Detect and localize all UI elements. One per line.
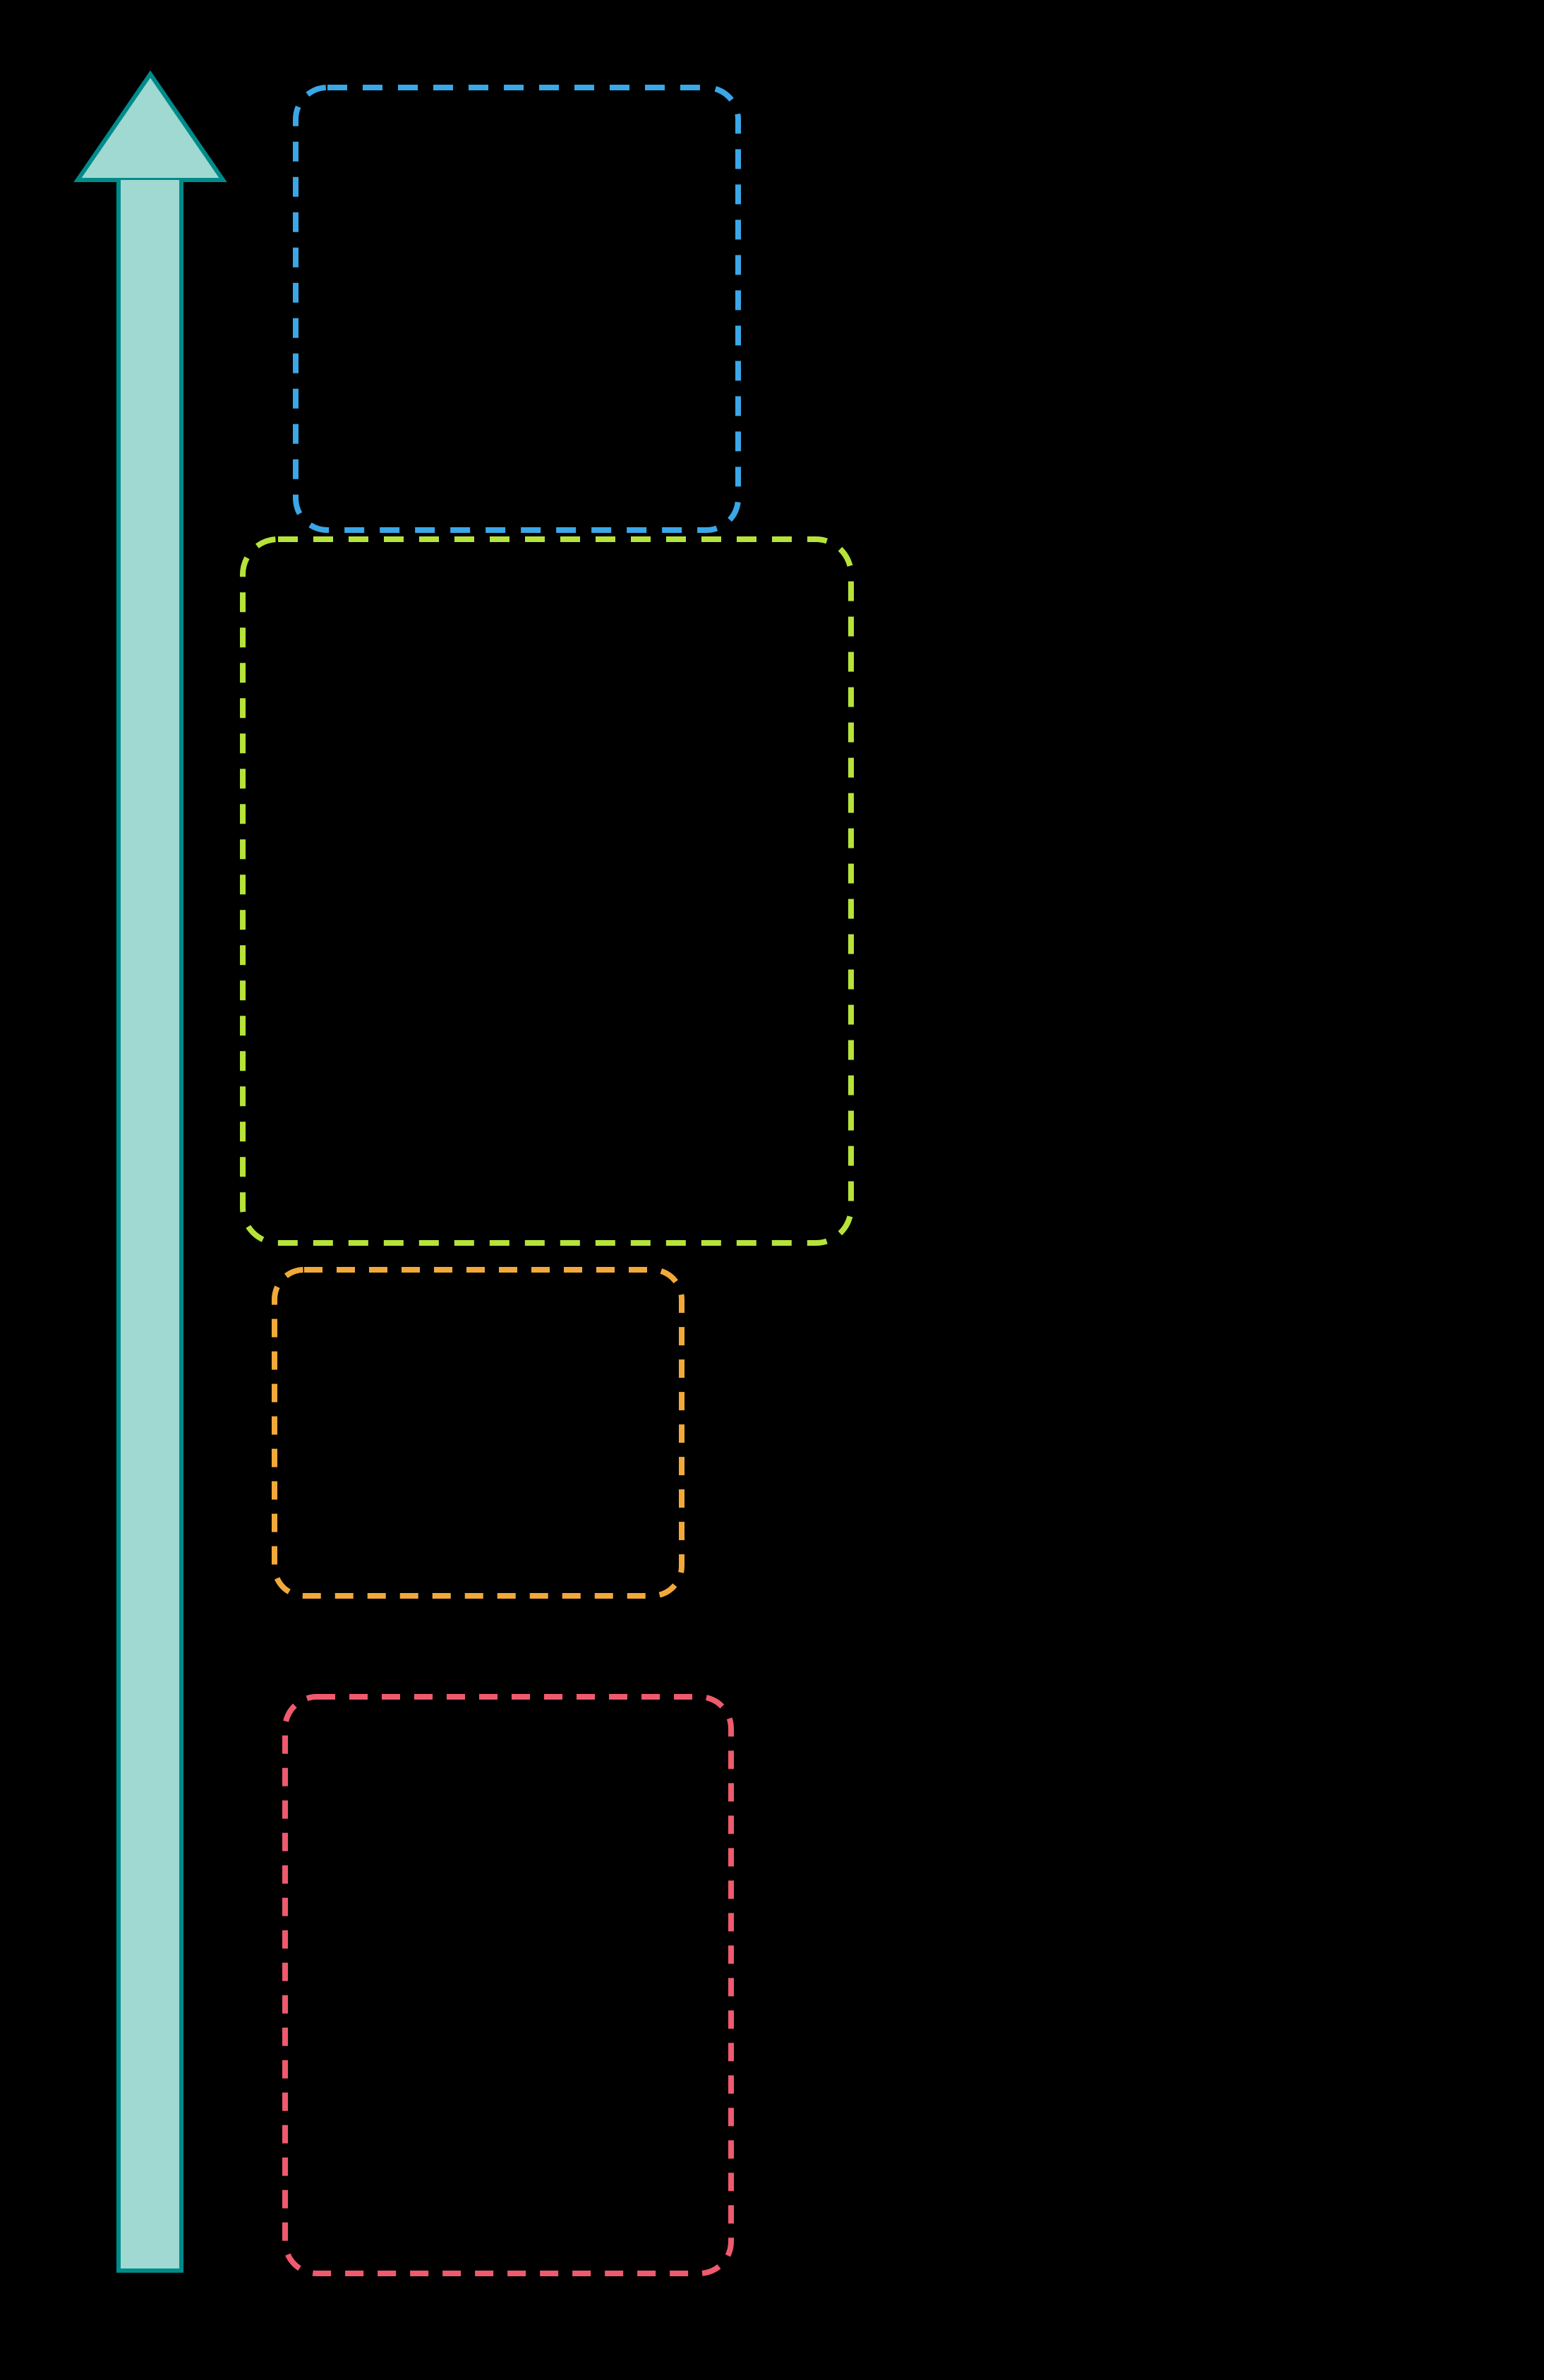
- diagram-stage: [0, 0, 1544, 2380]
- box-blue: [293, 85, 741, 533]
- box-green: [240, 536, 854, 1246]
- box-orange: [272, 1267, 684, 1599]
- arrow-shaft: [116, 180, 183, 2273]
- box-red: [282, 1694, 734, 2276]
- arrow-head: [78, 74, 223, 180]
- arrow-head-poly: [78, 74, 223, 180]
